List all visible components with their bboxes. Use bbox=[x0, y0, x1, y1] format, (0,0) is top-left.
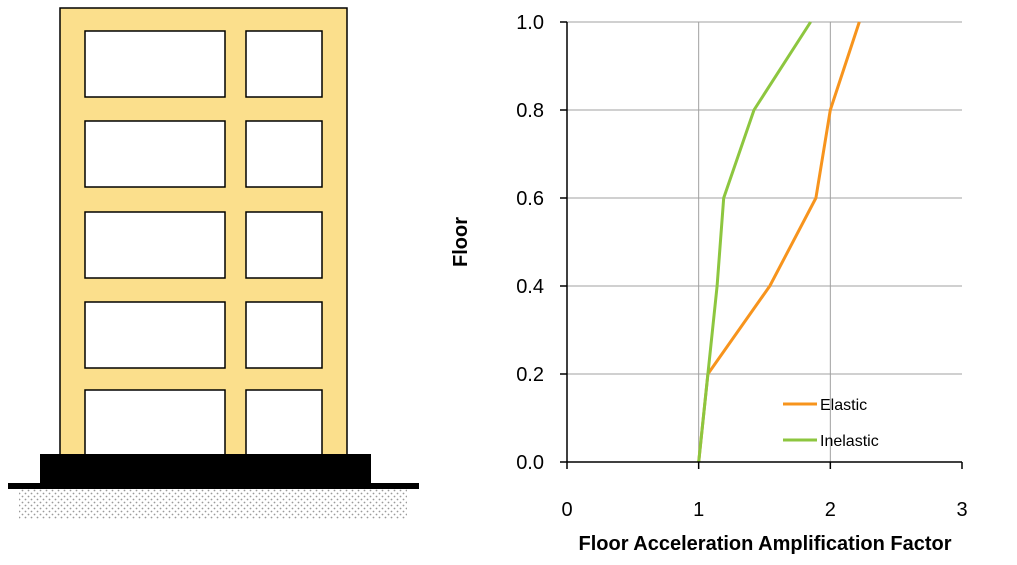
ground-line bbox=[8, 483, 419, 489]
window bbox=[245, 30, 323, 98]
window bbox=[84, 389, 226, 457]
legend-label-elastic: Elastic bbox=[820, 397, 867, 414]
series-lines bbox=[697, 21, 861, 463]
foundation-base bbox=[40, 454, 371, 483]
y-tick-label: 0.6 bbox=[516, 188, 544, 210]
frame-windows bbox=[84, 30, 323, 457]
y-axis-title: Floor bbox=[450, 217, 472, 267]
x-tick-label: 0 bbox=[561, 499, 572, 521]
y-tick-label: 0.2 bbox=[516, 364, 544, 386]
legend-label-inelastic: Inelastic bbox=[820, 433, 879, 450]
window bbox=[245, 120, 323, 188]
x-tick-label: 3 bbox=[956, 499, 967, 521]
grid-lines bbox=[567, 21, 962, 462]
window bbox=[245, 211, 323, 279]
window bbox=[245, 301, 323, 369]
x-tick-label: 1 bbox=[693, 499, 704, 521]
window bbox=[84, 120, 226, 188]
y-tick-label: 1.0 bbox=[516, 12, 544, 34]
y-tick-label: 0.8 bbox=[516, 100, 544, 122]
y-tick-label: 0.4 bbox=[516, 276, 544, 298]
series-line-inelastic bbox=[697, 21, 812, 463]
window bbox=[84, 301, 226, 369]
axes bbox=[560, 21, 963, 469]
series-line-elastic bbox=[697, 21, 861, 463]
window bbox=[84, 211, 226, 279]
x-axis-title: Floor Acceleration Amplification Factor bbox=[578, 533, 951, 555]
x-tick-label: 2 bbox=[825, 499, 836, 521]
ground-gravel bbox=[19, 489, 407, 519]
tick-labels: 0.0 0.2 0.4 0.6 0.8 1.0 0 1 2 3 bbox=[516, 12, 967, 521]
y-tick-label: 0.0 bbox=[516, 452, 544, 474]
window bbox=[84, 30, 226, 98]
legend: Elastic Inelastic bbox=[783, 397, 879, 450]
